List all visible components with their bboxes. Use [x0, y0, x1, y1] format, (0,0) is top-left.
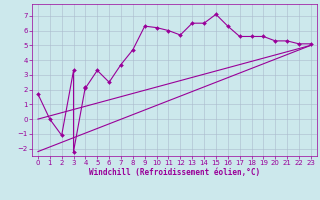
X-axis label: Windchill (Refroidissement éolien,°C): Windchill (Refroidissement éolien,°C)	[89, 168, 260, 177]
